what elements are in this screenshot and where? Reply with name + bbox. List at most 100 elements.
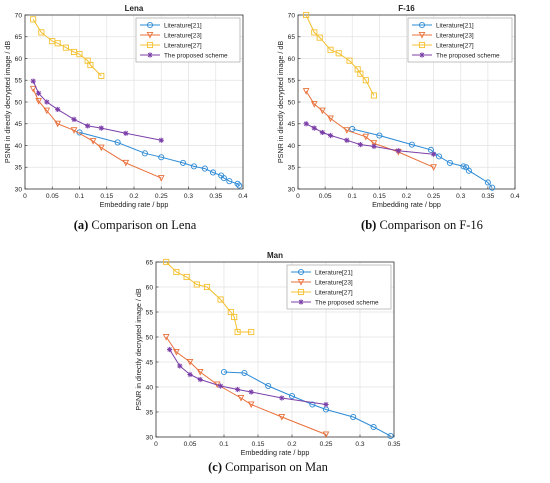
data-point xyxy=(484,179,491,186)
legend-label: Literature[27] xyxy=(436,42,474,49)
data-point xyxy=(141,150,148,157)
y-tick-label: 55 xyxy=(146,309,154,316)
data-point xyxy=(489,184,496,191)
data-point xyxy=(30,16,37,23)
data-point xyxy=(408,141,415,148)
data-point xyxy=(177,363,183,369)
x-tick-label: 0.4 xyxy=(510,193,519,200)
chart-1-legend: Literature[21] Literature[23] Literature[2… xyxy=(135,17,241,63)
caption-b-tag: (b) xyxy=(361,218,377,232)
data-point xyxy=(220,175,227,182)
caption-b: (b) Comparison on F-16 xyxy=(361,218,483,233)
x-tick-label: 0.1 xyxy=(75,193,84,200)
y-tick-label: 70 xyxy=(15,12,23,19)
legend-entry: Literature[21] xyxy=(412,21,474,29)
series-line xyxy=(352,128,493,189)
x-tick-label: 0.2 xyxy=(287,441,296,448)
y-tick-label: 50 xyxy=(15,99,23,106)
data-point xyxy=(218,383,224,389)
data-point xyxy=(85,123,91,129)
series-3 xyxy=(163,258,255,336)
x-tick-label: 0.35 xyxy=(209,193,222,200)
y-tick-label: 35 xyxy=(288,165,296,172)
data-point xyxy=(302,88,310,95)
legend-entry: Literature[27] xyxy=(291,288,353,296)
data-point xyxy=(335,50,342,57)
x-tick-label: 0.15 xyxy=(252,441,265,448)
caption-a-text: Comparison on Lena xyxy=(91,218,197,232)
data-point xyxy=(98,72,105,79)
data-point xyxy=(29,85,37,93)
data-point xyxy=(209,169,217,176)
data-point xyxy=(97,144,105,152)
y-tick-label: 60 xyxy=(15,56,23,63)
x-tick-label: 0.2 xyxy=(402,193,411,200)
data-point xyxy=(36,90,42,96)
x-tick-label: 0.3 xyxy=(355,441,364,448)
chart-3-title: Man xyxy=(267,251,283,260)
data-point xyxy=(157,175,165,182)
data-point xyxy=(173,348,180,356)
x-tick-label: 0.35 xyxy=(388,441,401,448)
y-tick-label: 60 xyxy=(146,284,154,291)
series-3 xyxy=(30,16,105,79)
series-line xyxy=(79,131,240,186)
legend-marker xyxy=(297,268,305,276)
legend-marker xyxy=(147,52,153,58)
y-tick-label: 65 xyxy=(15,34,23,41)
data-point xyxy=(346,57,353,64)
legend-label: Literature[23] xyxy=(315,279,353,286)
data-point xyxy=(303,121,309,127)
data-point xyxy=(226,178,233,185)
chart-2-legend: Literature[21] Literature[23] Literature[2… xyxy=(407,17,513,63)
data-point xyxy=(288,392,296,400)
data-point xyxy=(30,78,36,84)
series-2 xyxy=(29,85,165,182)
data-point xyxy=(76,51,83,58)
data-point xyxy=(311,29,318,36)
legend-label: The proposed scheme xyxy=(164,52,228,59)
data-point xyxy=(371,143,377,149)
data-point xyxy=(310,101,318,108)
legend-entry: The proposed scheme xyxy=(291,299,379,306)
legend-label: Literature[21] xyxy=(436,22,474,29)
data-point xyxy=(241,369,248,377)
x-tick-label: 0.1 xyxy=(219,441,228,448)
y-tick-label: 30 xyxy=(288,186,296,193)
legend-marker xyxy=(146,31,154,39)
data-point xyxy=(235,386,241,393)
caption-c-tag: (c) xyxy=(208,460,222,474)
legend-label: Literature[21] xyxy=(315,269,353,276)
data-point xyxy=(323,401,329,408)
chart-2-frame xyxy=(297,14,516,190)
data-point xyxy=(343,127,351,134)
legend-marker xyxy=(298,299,304,305)
data-point xyxy=(247,401,255,409)
legend-marker xyxy=(418,31,426,39)
data-point xyxy=(248,328,255,336)
data-point xyxy=(465,167,472,174)
data-point xyxy=(44,99,50,105)
legend-entry: The proposed scheme xyxy=(412,52,500,59)
legend-entry: Literature[21] xyxy=(291,268,353,276)
caption-c: (c) Comparison on Man xyxy=(208,460,328,475)
x-tick-label: 0.05 xyxy=(184,441,197,448)
data-point xyxy=(71,116,77,122)
data-point xyxy=(35,98,42,105)
data-point xyxy=(327,46,334,53)
data-point xyxy=(158,137,164,143)
data-point xyxy=(162,333,170,341)
x-tick-label: 0 xyxy=(23,193,27,200)
x-tick-label: 0.25 xyxy=(155,193,168,200)
data-point xyxy=(309,401,316,408)
data-point xyxy=(311,125,317,131)
data-point xyxy=(43,107,51,115)
data-point xyxy=(227,308,234,316)
data-point xyxy=(431,151,437,157)
y-tick-label: 45 xyxy=(146,359,154,366)
data-point xyxy=(203,283,211,291)
data-point xyxy=(186,358,194,366)
chart-1-ylabel: PSNR in directly decrypted image / dB xyxy=(3,41,12,163)
data-point xyxy=(187,371,193,378)
x-tick-label: 0 xyxy=(154,441,158,448)
